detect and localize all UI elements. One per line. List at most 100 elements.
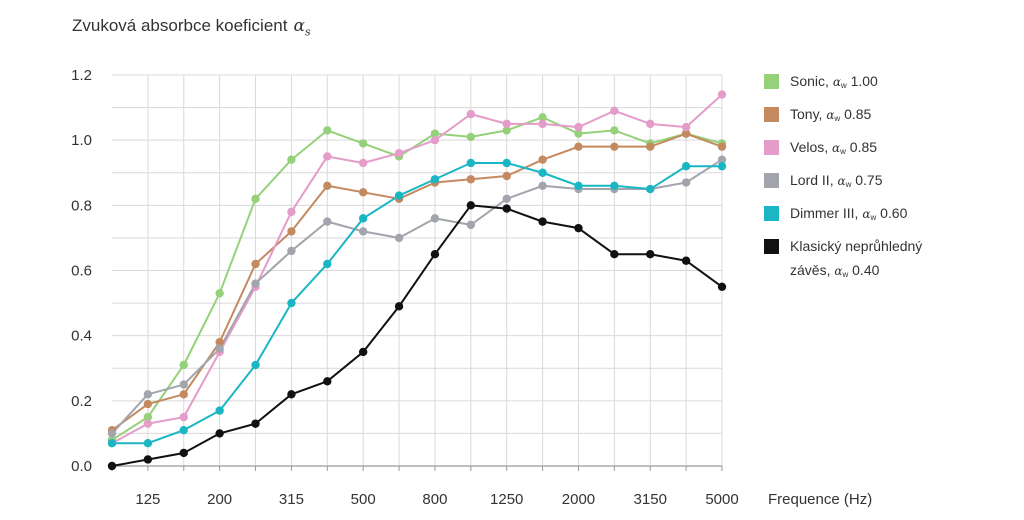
data-point xyxy=(610,126,619,135)
data-point xyxy=(251,259,260,269)
data-point xyxy=(466,109,476,119)
data-point xyxy=(394,149,404,158)
data-point xyxy=(358,188,368,197)
data-point xyxy=(430,214,440,223)
data-point xyxy=(287,390,296,399)
data-point xyxy=(179,412,188,422)
data-point xyxy=(430,175,440,184)
title-alpha-symbol: αs xyxy=(293,16,311,39)
data-point xyxy=(466,201,476,210)
x-tick-label: 5000 xyxy=(705,491,738,508)
y-tick-label: 0.0 xyxy=(71,458,92,475)
y-tick-label: 0.8 xyxy=(71,197,92,214)
y-tick-label: 1.0 xyxy=(71,132,92,149)
data-point xyxy=(502,194,511,204)
title-text: Zvuková absorbce koeficient xyxy=(72,16,288,35)
series-line xyxy=(111,116,723,441)
data-point xyxy=(143,412,153,422)
data-point xyxy=(466,158,476,168)
data-point xyxy=(215,289,224,298)
data-point xyxy=(681,178,691,187)
x-tick-label: 3150 xyxy=(634,491,667,508)
data-point xyxy=(430,250,440,259)
series-line xyxy=(111,158,723,435)
data-point xyxy=(323,377,332,386)
data-point xyxy=(681,256,691,265)
data-point xyxy=(323,259,332,269)
data-point xyxy=(143,455,153,464)
data-point xyxy=(681,162,691,171)
legend-swatch xyxy=(764,239,779,254)
y-tick-label: 1.2 xyxy=(71,67,92,84)
data-point xyxy=(179,360,188,370)
data-point xyxy=(215,344,224,353)
series-line xyxy=(112,161,722,445)
data-point xyxy=(646,184,655,194)
data-point xyxy=(574,181,583,190)
data-point xyxy=(502,204,511,213)
data-point xyxy=(466,132,476,142)
data-point xyxy=(502,158,511,168)
data-point xyxy=(681,122,691,132)
x-tick-label: 1250 xyxy=(490,491,523,508)
data-point xyxy=(717,90,727,99)
data-point xyxy=(251,194,260,204)
data-point xyxy=(610,142,619,151)
legend-entry-label: Tony, αw 0.85 xyxy=(790,106,872,123)
data-point xyxy=(287,227,296,236)
legend-entry-label: Velos, αw 0.85 xyxy=(790,139,877,156)
data-point xyxy=(502,126,511,135)
data-point xyxy=(646,142,655,151)
data-point xyxy=(251,419,260,428)
data-point xyxy=(681,129,691,138)
data-point xyxy=(538,217,547,226)
data-point xyxy=(179,380,188,389)
x-tick-label: 200 xyxy=(207,491,232,508)
data-point xyxy=(215,337,224,347)
data-point xyxy=(358,227,368,236)
data-point xyxy=(538,168,547,177)
data-point xyxy=(394,302,404,311)
data-point xyxy=(143,390,153,399)
title-subscript: s xyxy=(304,25,311,39)
data-point xyxy=(538,181,547,190)
data-point xyxy=(646,119,655,129)
data-point xyxy=(610,106,619,116)
data-point xyxy=(502,171,511,181)
y-tick-label: 0.2 xyxy=(71,393,92,410)
data-point xyxy=(287,207,296,217)
legend-entry-label: Dimmer III, αw 0.60 xyxy=(790,205,908,222)
data-point xyxy=(538,155,547,164)
data-point xyxy=(358,214,368,223)
data-point xyxy=(466,220,476,230)
data-point xyxy=(107,429,117,438)
data-point xyxy=(717,155,727,164)
data-point xyxy=(287,155,296,164)
data-point xyxy=(358,347,368,357)
legend-entry-label: Klasický neprůhledný xyxy=(790,238,922,254)
y-tick-label: 0.6 xyxy=(71,263,92,280)
data-point xyxy=(179,448,188,458)
data-point xyxy=(323,126,332,135)
data-point xyxy=(179,390,188,399)
legend-swatch xyxy=(764,206,779,221)
legend-swatch xyxy=(764,173,779,188)
x-axis-label: Frequence (Hz) xyxy=(768,491,872,508)
data-point xyxy=(107,438,117,448)
data-point xyxy=(394,233,404,243)
data-point xyxy=(323,152,332,161)
data-point xyxy=(215,429,224,438)
legend-entry-label: Lord II, αw 0.75 xyxy=(790,172,883,189)
data-point xyxy=(107,461,117,471)
data-point xyxy=(574,223,583,233)
data-point xyxy=(179,425,188,435)
y-tick-label: 0.4 xyxy=(71,328,92,345)
legend: Sonic, αw 1.00 Tony, αw 0.85 Velos, αw 0.8… xyxy=(764,73,922,279)
data-point xyxy=(538,113,547,122)
x-tick-label: 125 xyxy=(135,491,160,508)
x-tick-label: 315 xyxy=(279,491,304,508)
series-line xyxy=(111,132,723,431)
data-point xyxy=(430,129,440,138)
chart-title: Zvuková absorbce koeficient αs xyxy=(72,16,311,38)
